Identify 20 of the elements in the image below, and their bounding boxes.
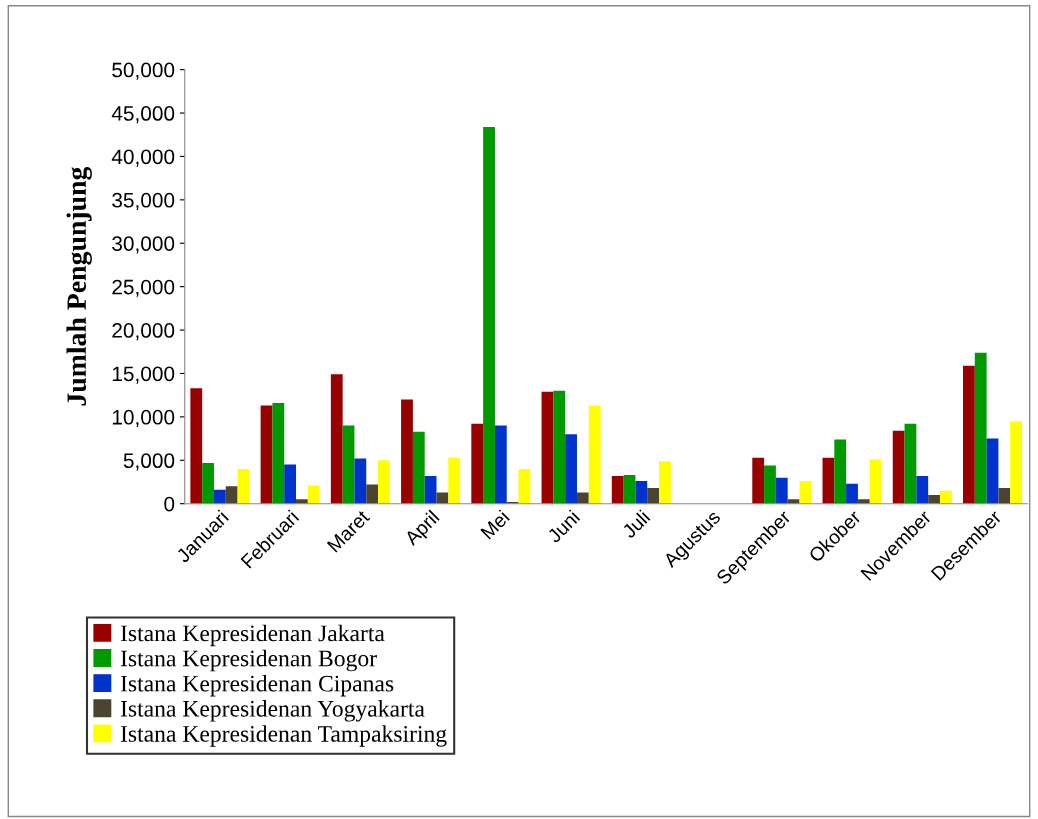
y-tick-label: 50,000 (112, 62, 175, 80)
y-tick-label: 5,000 (123, 453, 175, 471)
y-tick-label: 30,000 (112, 236, 175, 254)
y-tick-label: 20,000 (112, 323, 175, 341)
y-tick-label: 35,000 (112, 192, 175, 211)
y-tick-label: 15,000 (112, 366, 175, 384)
y-tick-label: 0 (164, 496, 175, 512)
legend-label: Istana Kepresidenan Cipanas (120, 674, 394, 697)
legend-label: Istana Kepresidenan Jakarta (120, 624, 385, 647)
legend-label: Istana Kepresidenan Yogyakarta (120, 700, 425, 722)
y-tick-label: 10,000 (112, 409, 175, 428)
y-tick-label: 45,000 (111, 106, 175, 124)
legend-label: Istana Kepresidenan Tampaksiring (120, 725, 447, 747)
x-tick-label: Mei (479, 509, 511, 540)
x-tick-label: Juli (620, 509, 651, 540)
y-tick-label: 40,000 (111, 149, 175, 167)
y-tick-label: 25,000 (112, 279, 175, 297)
y-axis-title: Jumlah Pengunjung (66, 166, 92, 406)
x-tick-label: Juni (546, 509, 581, 544)
legend-label: Istana Kepresidenan Bogor (120, 649, 377, 672)
